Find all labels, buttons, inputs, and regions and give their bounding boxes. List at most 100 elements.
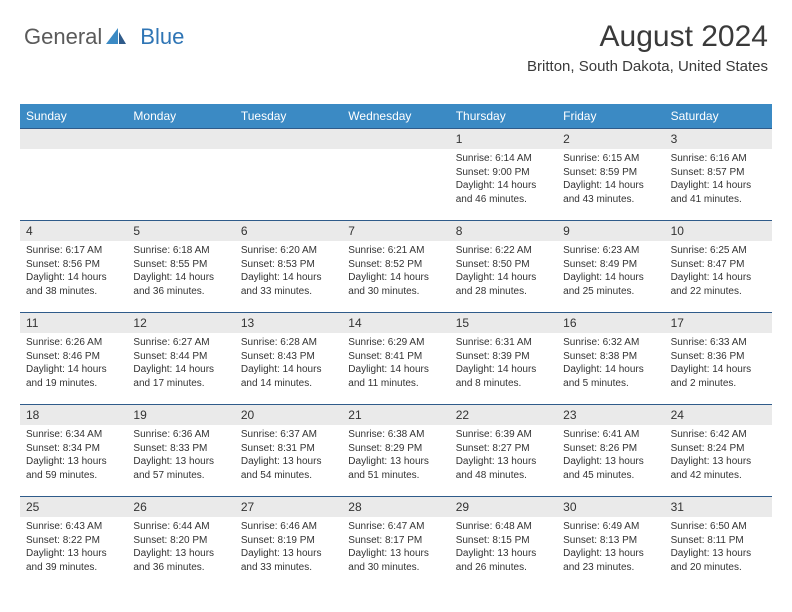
calendar-cell: 7Sunrise: 6:21 AMSunset: 8:52 PMDaylight… <box>342 220 449 312</box>
sunrise: Sunrise: 6:22 AM <box>456 244 551 258</box>
daylight-line2: and 11 minutes. <box>348 377 443 391</box>
sunset: Sunset: 9:00 PM <box>456 166 551 180</box>
daylight-line2: and 30 minutes. <box>348 285 443 299</box>
daylight-line1: Daylight: 14 hours <box>348 363 443 377</box>
daylight-line1: Daylight: 13 hours <box>671 547 766 561</box>
dayhead-sunday: Sunday <box>20 104 127 128</box>
day-number: 30 <box>557 497 664 517</box>
sunset: Sunset: 8:43 PM <box>241 350 336 364</box>
daylight-line1: Daylight: 13 hours <box>456 547 551 561</box>
daylight-line2: and 38 minutes. <box>26 285 121 299</box>
cell-body: Sunrise: 6:17 AMSunset: 8:56 PMDaylight:… <box>20 241 127 304</box>
sunset: Sunset: 8:17 PM <box>348 534 443 548</box>
daylight-line2: and 57 minutes. <box>133 469 228 483</box>
daylight-line2: and 5 minutes. <box>563 377 658 391</box>
daylight-line2: and 17 minutes. <box>133 377 228 391</box>
cell-body: Sunrise: 6:18 AMSunset: 8:55 PMDaylight:… <box>127 241 234 304</box>
calendar-cell <box>235 128 342 220</box>
day-number: 26 <box>127 497 234 517</box>
day-number <box>342 129 449 149</box>
calendar-cell: 13Sunrise: 6:28 AMSunset: 8:43 PMDayligh… <box>235 312 342 404</box>
sunrise: Sunrise: 6:28 AM <box>241 336 336 350</box>
cell-body: Sunrise: 6:49 AMSunset: 8:13 PMDaylight:… <box>557 517 664 580</box>
day-number: 21 <box>342 405 449 425</box>
day-number: 1 <box>450 129 557 149</box>
location: Britton, South Dakota, United States <box>527 58 768 75</box>
daylight-line2: and 51 minutes. <box>348 469 443 483</box>
calendar-cell: 5Sunrise: 6:18 AMSunset: 8:55 PMDaylight… <box>127 220 234 312</box>
calendar-cell: 4Sunrise: 6:17 AMSunset: 8:56 PMDaylight… <box>20 220 127 312</box>
cell-body: Sunrise: 6:26 AMSunset: 8:46 PMDaylight:… <box>20 333 127 396</box>
daylight-line1: Daylight: 14 hours <box>456 363 551 377</box>
cell-body: Sunrise: 6:41 AMSunset: 8:26 PMDaylight:… <box>557 425 664 488</box>
sunset: Sunset: 8:55 PM <box>133 258 228 272</box>
sunset: Sunset: 8:20 PM <box>133 534 228 548</box>
day-number <box>20 129 127 149</box>
cell-body: Sunrise: 6:16 AMSunset: 8:57 PMDaylight:… <box>665 149 772 212</box>
calendar-cell: 28Sunrise: 6:47 AMSunset: 8:17 PMDayligh… <box>342 496 449 588</box>
calendar-cell: 11Sunrise: 6:26 AMSunset: 8:46 PMDayligh… <box>20 312 127 404</box>
calendar-cell: 24Sunrise: 6:42 AMSunset: 8:24 PMDayligh… <box>665 404 772 496</box>
calendar-cell: 23Sunrise: 6:41 AMSunset: 8:26 PMDayligh… <box>557 404 664 496</box>
cell-body: Sunrise: 6:25 AMSunset: 8:47 PMDaylight:… <box>665 241 772 304</box>
cell-body: Sunrise: 6:15 AMSunset: 8:59 PMDaylight:… <box>557 149 664 212</box>
sunrise: Sunrise: 6:48 AM <box>456 520 551 534</box>
day-number: 29 <box>450 497 557 517</box>
sunset: Sunset: 8:39 PM <box>456 350 551 364</box>
cell-body: Sunrise: 6:27 AMSunset: 8:44 PMDaylight:… <box>127 333 234 396</box>
sunrise: Sunrise: 6:49 AM <box>563 520 658 534</box>
calendar-cell: 25Sunrise: 6:43 AMSunset: 8:22 PMDayligh… <box>20 496 127 588</box>
day-number: 13 <box>235 313 342 333</box>
header-right: August 2024 Britton, South Dakota, Unite… <box>527 20 768 75</box>
sunrise: Sunrise: 6:29 AM <box>348 336 443 350</box>
calendar-cell: 3Sunrise: 6:16 AMSunset: 8:57 PMDaylight… <box>665 128 772 220</box>
daylight-line1: Daylight: 14 hours <box>133 363 228 377</box>
day-number: 4 <box>20 221 127 241</box>
calendar-cell: 15Sunrise: 6:31 AMSunset: 8:39 PMDayligh… <box>450 312 557 404</box>
sunrise: Sunrise: 6:36 AM <box>133 428 228 442</box>
daylight-line2: and 42 minutes. <box>671 469 766 483</box>
daylight-line1: Daylight: 14 hours <box>456 271 551 285</box>
sunset: Sunset: 8:38 PM <box>563 350 658 364</box>
sunrise: Sunrise: 6:44 AM <box>133 520 228 534</box>
sunset: Sunset: 8:56 PM <box>26 258 121 272</box>
sunset: Sunset: 8:29 PM <box>348 442 443 456</box>
daylight-line1: Daylight: 13 hours <box>133 547 228 561</box>
sunrise: Sunrise: 6:37 AM <box>241 428 336 442</box>
sunrise: Sunrise: 6:38 AM <box>348 428 443 442</box>
calendar-cell: 16Sunrise: 6:32 AMSunset: 8:38 PMDayligh… <box>557 312 664 404</box>
calendar-cell: 19Sunrise: 6:36 AMSunset: 8:33 PMDayligh… <box>127 404 234 496</box>
daylight-line2: and 26 minutes. <box>456 561 551 575</box>
sunset: Sunset: 8:50 PM <box>456 258 551 272</box>
daylight-line1: Daylight: 14 hours <box>133 271 228 285</box>
sunset: Sunset: 8:22 PM <box>26 534 121 548</box>
daylight-line2: and 20 minutes. <box>671 561 766 575</box>
sunset: Sunset: 8:53 PM <box>241 258 336 272</box>
daylight-line2: and 14 minutes. <box>241 377 336 391</box>
sunrise: Sunrise: 6:39 AM <box>456 428 551 442</box>
sunrise: Sunrise: 6:46 AM <box>241 520 336 534</box>
cell-body: Sunrise: 6:44 AMSunset: 8:20 PMDaylight:… <box>127 517 234 580</box>
sunset: Sunset: 8:13 PM <box>563 534 658 548</box>
calendar-cell: 22Sunrise: 6:39 AMSunset: 8:27 PMDayligh… <box>450 404 557 496</box>
day-number <box>127 129 234 149</box>
cell-body: Sunrise: 6:38 AMSunset: 8:29 PMDaylight:… <box>342 425 449 488</box>
cell-body <box>20 149 127 158</box>
sunset: Sunset: 8:46 PM <box>26 350 121 364</box>
day-number: 11 <box>20 313 127 333</box>
cell-body: Sunrise: 6:33 AMSunset: 8:36 PMDaylight:… <box>665 333 772 396</box>
sunset: Sunset: 8:44 PM <box>133 350 228 364</box>
sunrise: Sunrise: 6:34 AM <box>26 428 121 442</box>
dayhead-wednesday: Wednesday <box>342 104 449 128</box>
day-number: 6 <box>235 221 342 241</box>
sunrise: Sunrise: 6:27 AM <box>133 336 228 350</box>
sunset: Sunset: 8:33 PM <box>133 442 228 456</box>
sunrise: Sunrise: 6:25 AM <box>671 244 766 258</box>
sunrise: Sunrise: 6:47 AM <box>348 520 443 534</box>
sunset: Sunset: 8:49 PM <box>563 258 658 272</box>
daylight-line1: Daylight: 13 hours <box>133 455 228 469</box>
sunset: Sunset: 8:31 PM <box>241 442 336 456</box>
day-number: 28 <box>342 497 449 517</box>
calendar-cell: 17Sunrise: 6:33 AMSunset: 8:36 PMDayligh… <box>665 312 772 404</box>
daylight-line2: and 25 minutes. <box>563 285 658 299</box>
